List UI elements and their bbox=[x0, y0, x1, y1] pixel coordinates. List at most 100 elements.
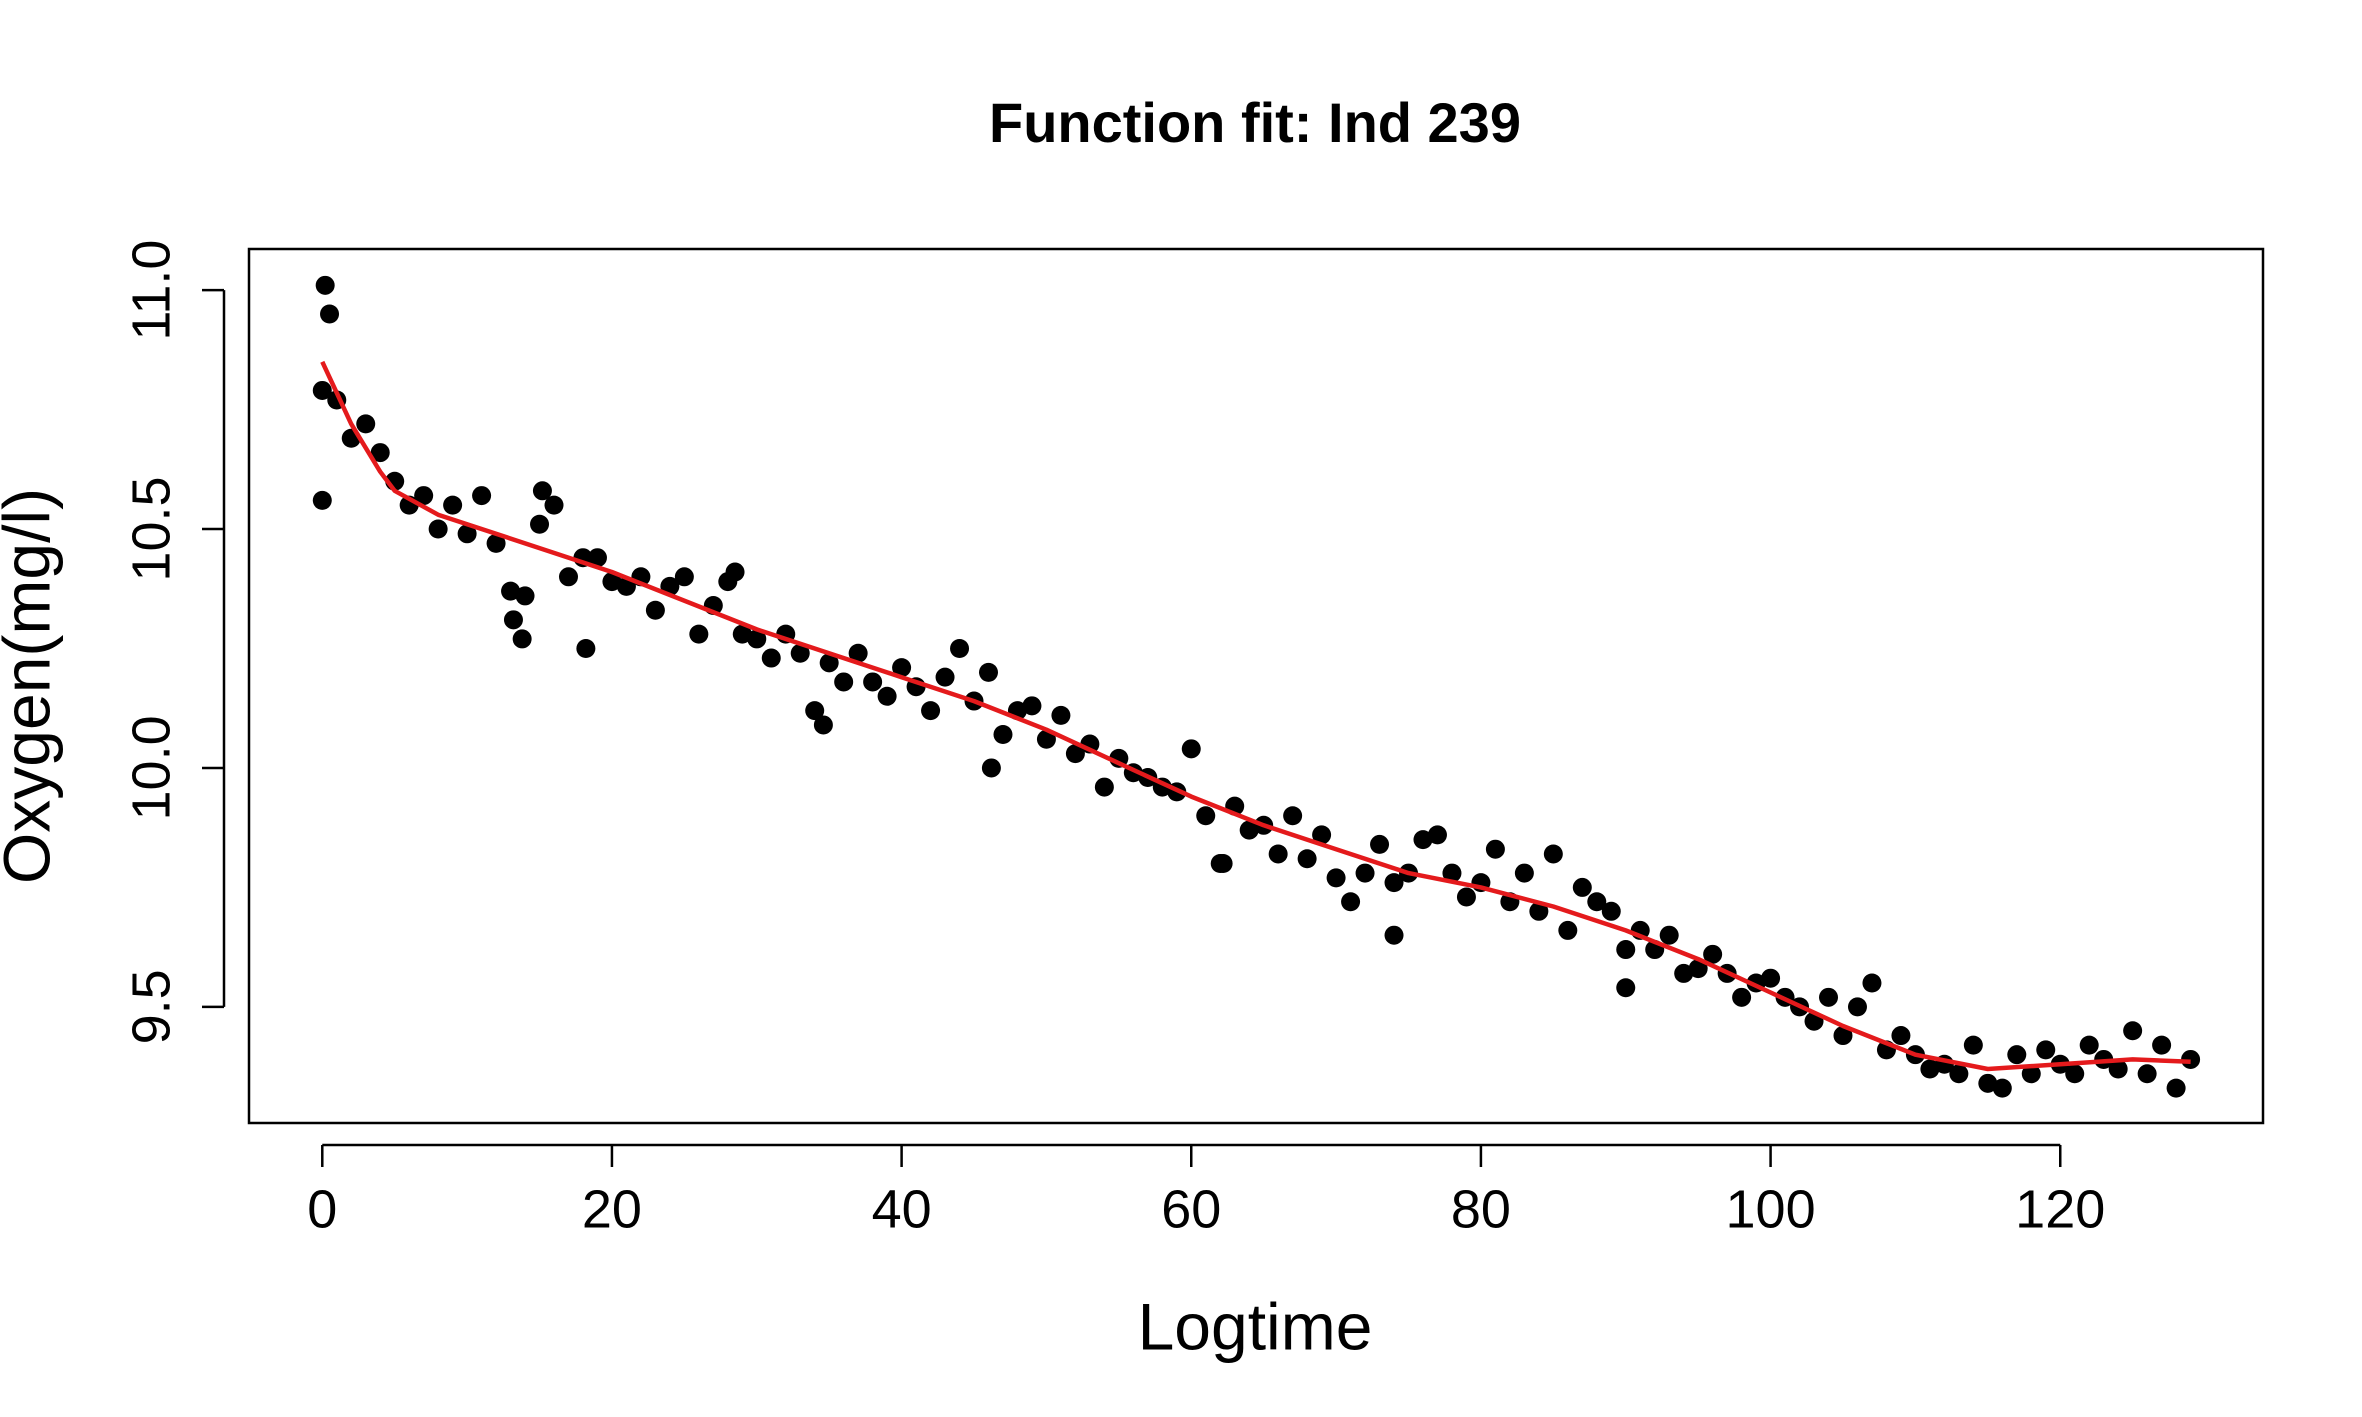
data-point bbox=[1659, 925, 1679, 945]
data-point bbox=[1370, 834, 1390, 854]
data-point bbox=[1341, 892, 1361, 912]
data-point bbox=[2123, 1021, 2143, 1041]
data-point bbox=[1601, 901, 1621, 921]
data-point bbox=[1442, 863, 1462, 883]
data-point bbox=[978, 662, 998, 682]
data-point bbox=[2079, 1035, 2099, 1055]
data-point bbox=[892, 658, 912, 678]
data-point bbox=[544, 495, 564, 515]
data-point bbox=[2137, 1064, 2157, 1084]
data-point bbox=[1572, 877, 1592, 897]
data-point bbox=[1427, 825, 1447, 845]
data-point bbox=[1587, 892, 1607, 912]
data-point bbox=[512, 629, 532, 649]
data-point bbox=[1239, 820, 1259, 840]
data-point bbox=[834, 672, 854, 692]
data-point bbox=[312, 490, 332, 510]
data-point bbox=[1847, 997, 1867, 1017]
data-point bbox=[315, 275, 335, 295]
data-point bbox=[1297, 849, 1317, 869]
data-point bbox=[950, 638, 970, 658]
data-point bbox=[877, 686, 897, 706]
data-point bbox=[1732, 987, 1752, 1007]
data-point bbox=[2007, 1045, 2027, 1065]
data-point bbox=[1963, 1035, 1983, 1055]
x-tick-label: 100 bbox=[1726, 1179, 1816, 1239]
data-point bbox=[1978, 1073, 1998, 1093]
data-point bbox=[2181, 1049, 2201, 1069]
data-point bbox=[602, 572, 622, 592]
data-point bbox=[1891, 1026, 1911, 1046]
data-point bbox=[472, 486, 492, 506]
data-point bbox=[1065, 744, 1085, 764]
y-tick-label: 10.5 bbox=[121, 476, 181, 581]
data-point bbox=[674, 567, 694, 587]
data-point bbox=[1094, 777, 1114, 797]
data-point bbox=[1761, 968, 1781, 988]
x-tick-label: 40 bbox=[872, 1179, 932, 1239]
data-point bbox=[1485, 839, 1505, 859]
data-point bbox=[1819, 987, 1839, 1007]
data-point bbox=[2166, 1078, 2186, 1098]
data-point bbox=[503, 610, 523, 630]
data-point bbox=[2021, 1064, 2041, 1084]
data-point bbox=[1920, 1059, 1940, 1079]
data-point bbox=[1312, 825, 1332, 845]
data-point bbox=[1703, 944, 1723, 964]
data-point bbox=[501, 581, 521, 601]
data-point bbox=[1355, 863, 1375, 883]
x-tick-label: 120 bbox=[2015, 1179, 2105, 1239]
data-point bbox=[747, 629, 767, 649]
data-point bbox=[1688, 959, 1708, 979]
data-point bbox=[1213, 854, 1233, 874]
fit-line bbox=[320, 360, 2191, 1072]
data-point bbox=[1949, 1064, 1969, 1084]
data-point bbox=[1283, 806, 1303, 826]
data-point bbox=[370, 443, 390, 463]
data-point bbox=[457, 524, 477, 544]
data-point bbox=[993, 725, 1013, 745]
x-tick-label: 60 bbox=[1161, 1179, 1221, 1239]
data-point bbox=[921, 701, 941, 721]
data-point bbox=[1862, 973, 1882, 993]
x-axis-label: Logtime bbox=[1138, 1289, 1373, 1363]
data-point bbox=[2108, 1059, 2128, 1079]
data-point bbox=[1384, 873, 1404, 893]
data-point bbox=[587, 548, 607, 568]
data-point bbox=[1051, 705, 1071, 725]
data-point bbox=[1992, 1078, 2012, 1098]
data-point bbox=[1181, 739, 1201, 759]
data-point bbox=[935, 667, 955, 687]
data-point bbox=[689, 624, 709, 644]
data-point bbox=[732, 624, 752, 644]
data-point bbox=[761, 648, 781, 668]
y-tick-label: 10.0 bbox=[121, 715, 181, 820]
data-point bbox=[1268, 844, 1288, 864]
data-point bbox=[356, 414, 376, 434]
data-point bbox=[1833, 1026, 1853, 1046]
y-tick-label: 11.0 bbox=[121, 240, 181, 341]
data-point bbox=[558, 567, 578, 587]
data-point bbox=[645, 600, 665, 620]
data-point bbox=[805, 701, 825, 721]
data-point bbox=[1036, 729, 1056, 749]
data-point bbox=[1413, 830, 1433, 850]
data-point bbox=[1674, 963, 1694, 983]
data-point bbox=[1558, 920, 1578, 940]
plot-frame bbox=[247, 247, 2265, 1125]
data-point bbox=[813, 715, 833, 735]
data-point bbox=[443, 495, 463, 515]
data-point bbox=[1514, 863, 1534, 883]
data-point bbox=[320, 304, 340, 324]
x-tick-label: 20 bbox=[582, 1179, 642, 1239]
data-point bbox=[725, 562, 745, 582]
data-point bbox=[1543, 844, 1563, 864]
data-point bbox=[428, 519, 448, 539]
data-point bbox=[515, 586, 535, 606]
data-point bbox=[312, 380, 332, 400]
data-point bbox=[1196, 806, 1216, 826]
y-axis-label: Oxygen(mg/l) bbox=[0, 488, 63, 884]
data-point bbox=[1326, 868, 1346, 888]
data-point bbox=[576, 638, 596, 658]
data-point bbox=[1022, 696, 1042, 716]
